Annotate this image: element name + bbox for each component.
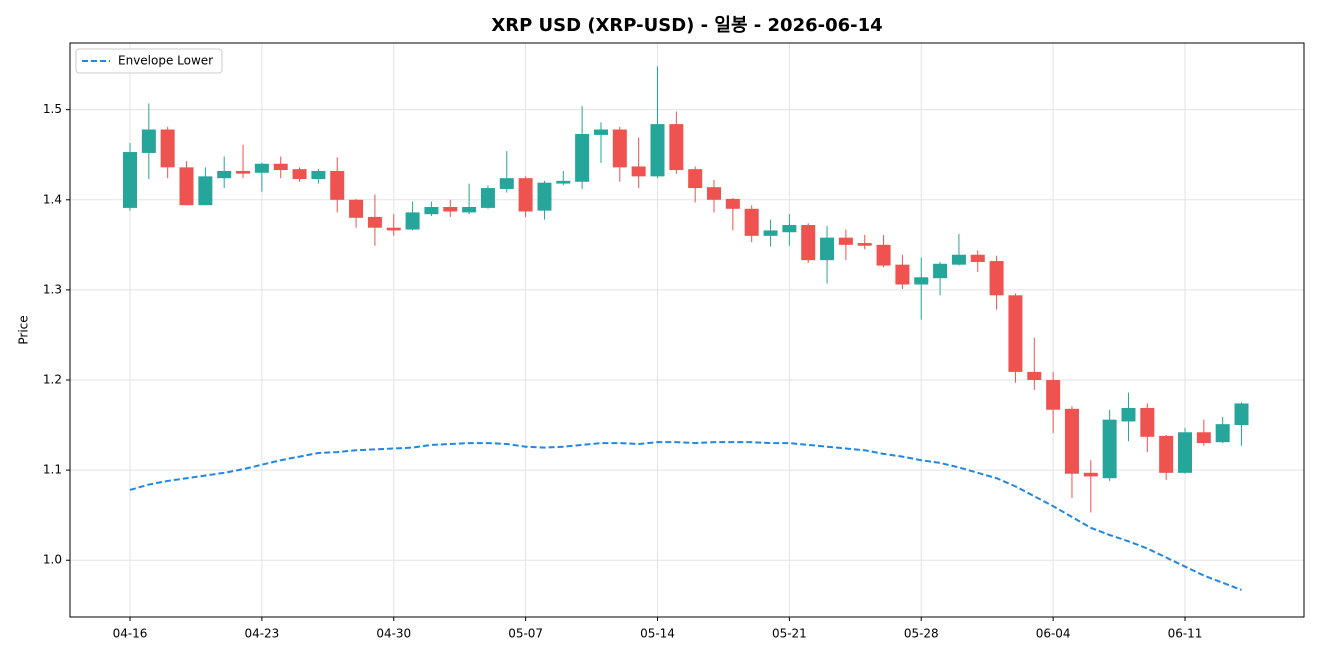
candle-body bbox=[1215, 424, 1230, 443]
candle-body bbox=[820, 237, 835, 261]
candle-body bbox=[631, 166, 646, 177]
candle-body bbox=[141, 129, 156, 153]
candle-body bbox=[970, 254, 985, 262]
legend-label: Envelope Lower bbox=[118, 54, 213, 68]
candle-body bbox=[857, 243, 872, 246]
candle-body bbox=[1178, 432, 1192, 473]
line-series bbox=[129, 441, 1242, 591]
candle-body bbox=[951, 254, 966, 265]
candle-body bbox=[1102, 419, 1117, 479]
candle-body bbox=[914, 277, 929, 285]
x-tick-label: 05-21 bbox=[772, 627, 807, 641]
candle-body bbox=[876, 244, 891, 266]
candle-body bbox=[593, 129, 608, 135]
candle-body bbox=[292, 169, 307, 180]
candle-body bbox=[405, 212, 420, 230]
plot-frame bbox=[69, 42, 1305, 618]
candle-body bbox=[499, 178, 514, 189]
candle-body bbox=[650, 124, 665, 177]
candle-body bbox=[933, 263, 948, 279]
candle-body bbox=[424, 207, 439, 215]
candle-body bbox=[1159, 435, 1174, 473]
candle-body bbox=[480, 188, 495, 208]
candle-body bbox=[725, 198, 740, 209]
candle-body bbox=[1083, 472, 1098, 477]
candle-body bbox=[518, 178, 533, 212]
x-tick-label: 04-23 bbox=[244, 627, 279, 641]
candle-body bbox=[612, 129, 627, 168]
candle-body bbox=[311, 170, 326, 180]
candle-body bbox=[1064, 408, 1079, 474]
chart-title: XRP USD (XRP-USD) - 일봉 - 2026-06-14 bbox=[491, 15, 882, 36]
candle-body bbox=[1046, 380, 1061, 410]
candle-body bbox=[330, 170, 345, 200]
x-tick-label: 06-11 bbox=[1168, 627, 1203, 641]
candle-body bbox=[1196, 432, 1211, 444]
candle-body bbox=[179, 167, 194, 206]
candle-body bbox=[801, 225, 816, 261]
candle-body bbox=[349, 199, 364, 218]
candle-body bbox=[1008, 295, 1023, 372]
x-tick-label: 05-07 bbox=[508, 627, 543, 641]
y-axis-label: Price bbox=[17, 315, 31, 344]
candle-body bbox=[556, 180, 571, 184]
candle-body bbox=[1027, 371, 1042, 381]
candle-body bbox=[254, 163, 269, 173]
y-tick-label: 1.3 bbox=[43, 282, 62, 296]
candle-body bbox=[895, 264, 910, 285]
candle-body bbox=[744, 208, 759, 236]
candle-body bbox=[669, 124, 684, 171]
candle-body bbox=[688, 169, 703, 189]
candle-body bbox=[273, 163, 288, 171]
y-tick-label: 1.5 bbox=[43, 102, 62, 116]
candle-body bbox=[838, 237, 853, 245]
x-tick-label: 05-28 bbox=[904, 627, 939, 641]
legend-box bbox=[75, 48, 223, 74]
x-tick-label: 04-16 bbox=[113, 627, 148, 641]
candle-body bbox=[763, 230, 778, 236]
candle-body bbox=[123, 152, 137, 208]
candle-body bbox=[537, 182, 552, 211]
candle-body bbox=[462, 207, 477, 213]
y-tick-label: 1.0 bbox=[43, 553, 62, 567]
x-tick-label: 04-30 bbox=[376, 627, 411, 641]
candle-body bbox=[160, 129, 175, 168]
candle-body bbox=[1234, 403, 1249, 426]
candle-body bbox=[1140, 407, 1155, 437]
candle-body bbox=[1121, 407, 1136, 422]
candle-body bbox=[198, 176, 213, 206]
x-tick-label: 06-04 bbox=[1036, 627, 1071, 641]
y-tick-label: 1.4 bbox=[43, 192, 62, 206]
candle-body bbox=[443, 207, 458, 212]
y-tick-label: 1.2 bbox=[43, 373, 62, 387]
candle-body bbox=[217, 170, 232, 179]
candle-body bbox=[707, 187, 722, 200]
candle-body bbox=[575, 134, 590, 182]
candle-body bbox=[386, 227, 401, 231]
candle-body bbox=[367, 216, 382, 228]
candle-body bbox=[236, 170, 251, 174]
candle-body bbox=[989, 261, 1004, 296]
y-tick-label: 1.1 bbox=[43, 463, 62, 477]
candle-body bbox=[782, 225, 797, 233]
x-tick-label: 05-14 bbox=[640, 627, 675, 641]
